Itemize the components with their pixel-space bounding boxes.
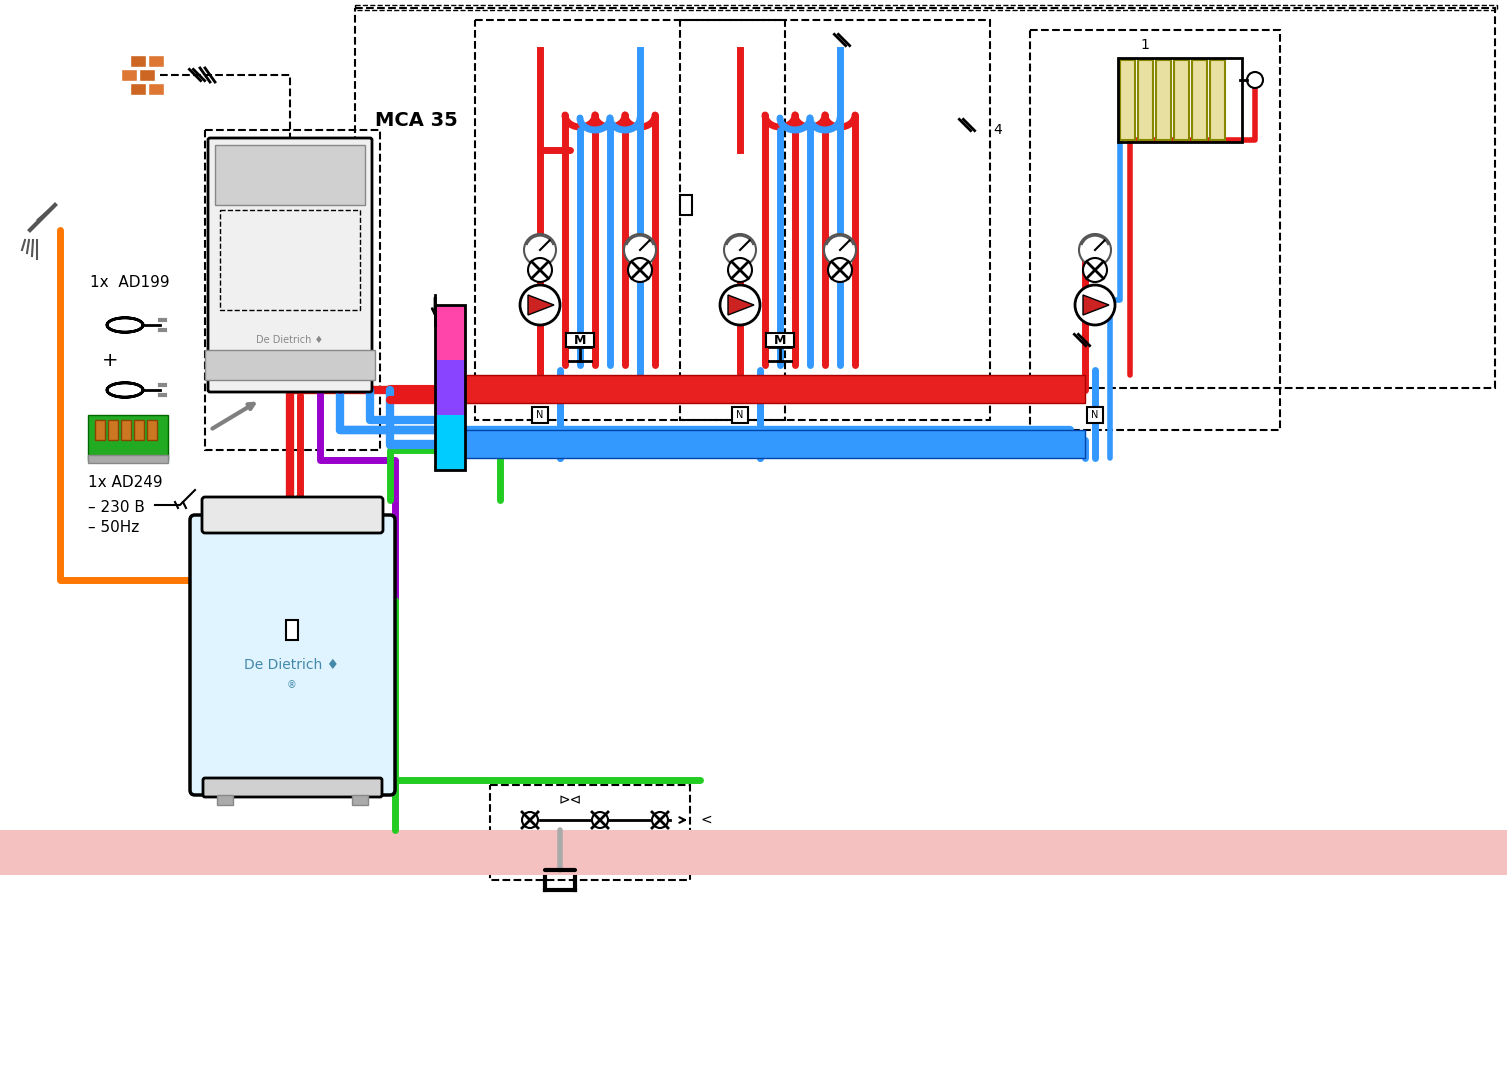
Bar [1138,60,1153,140]
Bar [130,83,146,95]
FancyBboxPatch shape [202,497,383,534]
Circle shape [653,812,668,828]
Bar [445,375,1085,403]
FancyBboxPatch shape [203,778,381,797]
Bar [87,455,167,463]
Bar [1210,60,1225,140]
Text: ⊳⊲: ⊳⊲ [559,793,582,807]
Bar [0,831,1507,875]
Bar [139,69,155,81]
Bar [1087,407,1103,423]
Circle shape [1079,234,1111,266]
Bar [1174,60,1189,140]
Bar [1192,60,1207,140]
Bar [532,407,549,423]
Circle shape [728,258,752,282]
Text: N: N [1091,410,1099,420]
Text: – 50Hz: – 50Hz [87,519,139,535]
Bar [109,420,118,440]
Circle shape [723,234,757,266]
Circle shape [1246,72,1263,87]
Text: <: < [699,813,711,827]
Bar [436,305,466,470]
Polygon shape [1084,295,1109,315]
Bar [353,795,368,805]
Bar [1120,60,1135,140]
Text: MCA 35: MCA 35 [375,111,458,130]
Polygon shape [527,295,555,315]
Bar [148,55,164,67]
Bar [445,430,1085,458]
Bar [216,145,365,205]
FancyBboxPatch shape [208,138,372,392]
Circle shape [1084,258,1108,282]
Bar [1029,30,1279,430]
Text: M: M [574,334,586,347]
Circle shape [1074,285,1115,325]
Circle shape [527,258,552,282]
Bar [356,8,1495,388]
Circle shape [628,258,653,282]
Bar [766,333,794,347]
Bar [436,360,466,415]
Circle shape [827,258,851,282]
Bar [680,195,692,215]
Circle shape [592,812,607,828]
Bar [217,795,234,805]
Bar [475,21,785,420]
Text: 1x  AD199: 1x AD199 [90,275,170,291]
Circle shape [720,285,760,325]
Bar [95,420,105,440]
Text: 1x AD249: 1x AD249 [87,475,163,490]
Bar [87,415,167,460]
Circle shape [524,234,556,266]
Circle shape [520,285,561,325]
Bar [1156,60,1171,140]
Bar [680,21,990,420]
Text: 1: 1 [1139,38,1148,52]
Bar [121,420,131,440]
Circle shape [624,234,656,266]
Bar [205,350,375,380]
Bar [356,5,1496,10]
Bar [121,69,137,81]
Bar [148,420,157,440]
Bar [567,333,594,347]
Text: De Dietrich ♦: De Dietrich ♦ [244,658,339,672]
Text: 4: 4 [993,123,1002,137]
Bar [490,785,690,880]
Bar [220,210,360,310]
Bar [1118,58,1242,141]
Text: De Dietrich ♦: De Dietrich ♦ [256,335,324,345]
Circle shape [824,234,856,266]
Bar [130,55,146,67]
Bar [436,415,466,470]
Bar [436,305,466,360]
Text: N: N [737,410,743,420]
Text: – 230 В: – 230 В [87,500,145,515]
Polygon shape [728,295,754,315]
Bar [286,620,298,640]
Text: N: N [536,410,544,420]
Circle shape [521,812,538,828]
Text: M: M [773,334,787,347]
Text: ®: ® [288,680,297,690]
Bar [732,407,747,423]
FancyBboxPatch shape [190,515,395,795]
Bar [134,420,145,440]
Text: +: + [102,351,119,369]
Bar [148,83,164,95]
Bar [205,130,380,450]
